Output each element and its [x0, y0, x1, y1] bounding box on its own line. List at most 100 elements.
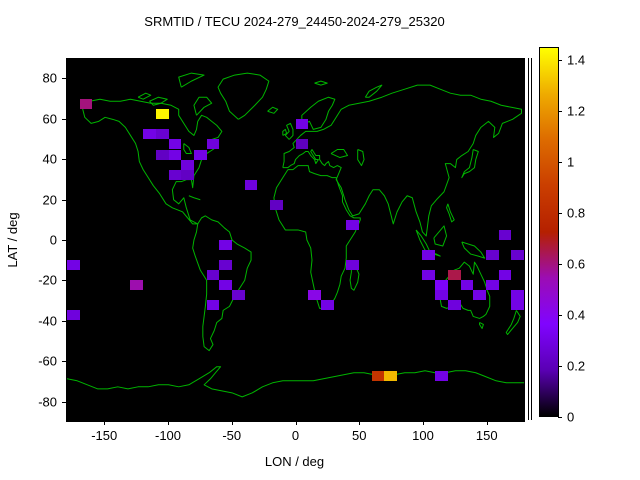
colorbar-tick-mark	[558, 365, 562, 367]
plot-right-separator	[528, 58, 532, 420]
heatmap-cell	[346, 260, 359, 271]
heatmap-cell	[206, 270, 220, 281]
y-tick-label: 80	[42, 70, 57, 86]
heatmap-cell	[295, 139, 309, 150]
heatmap-cell	[435, 290, 448, 301]
y-tick-label: -60	[38, 353, 57, 369]
coastline-black-sea	[331, 150, 348, 158]
x-tick-mark	[486, 421, 488, 425]
heatmap-cell	[295, 119, 309, 130]
heatmap-cell	[155, 149, 169, 160]
heatmap-cell	[511, 290, 524, 301]
heatmap-cell	[460, 280, 474, 291]
colorbar-tick-mark	[558, 417, 562, 418]
coastline-victoria-island	[150, 97, 168, 105]
heatmap-cell	[168, 149, 182, 160]
x-tick-mark	[359, 421, 361, 425]
coastline-borneo	[434, 226, 447, 246]
x-tick-label: -150	[91, 428, 118, 443]
heatmap-cell	[130, 280, 144, 291]
heatmap-cell	[346, 219, 359, 230]
heatmap-cell	[193, 149, 207, 160]
colorbar-tick-label: 0.4	[567, 307, 586, 323]
coastline-japan	[462, 150, 479, 178]
x-tick-mark	[104, 421, 106, 425]
x-tick-label: 50	[352, 428, 367, 443]
colorbar-tick-label: 1.2	[567, 103, 586, 119]
heatmap-cell	[435, 280, 448, 291]
x-axis-label: LON / deg	[264, 454, 325, 469]
x-tick-label: -100	[154, 428, 182, 443]
y-tick-mark	[62, 199, 66, 201]
x-tick-mark	[423, 421, 424, 425]
plot-area	[66, 58, 525, 422]
heatmap-cell	[485, 280, 499, 291]
x-tick-label: 150	[475, 428, 498, 443]
heatmap-cell	[511, 300, 524, 311]
heatmap-cell	[498, 270, 512, 281]
coastline-great-britain	[285, 123, 293, 139]
heatmap-cell	[181, 159, 194, 170]
coastline-south-america	[193, 216, 251, 351]
colorbar-tick-mark	[558, 314, 562, 316]
y-tick-mark	[62, 280, 66, 282]
heatmap-cell	[79, 99, 93, 110]
y-axis-ticks: 80 60 40 20 0 -20 -40 -60 -80	[20, 58, 66, 422]
colorbar-ticks: 0 0.2 0.4 0.6 0.8 1 1.2 1.4	[558, 47, 603, 425]
y-tick-label: -40	[38, 313, 57, 329]
heatmap-cell	[67, 310, 80, 321]
x-tick-label: 100	[412, 428, 434, 443]
x-tick-mark	[295, 421, 297, 425]
x-tick-mark	[231, 421, 233, 425]
x-tick-mark	[168, 421, 169, 425]
heatmap-cell	[447, 270, 461, 281]
y-tick-mark	[62, 159, 66, 161]
coastline-africa	[274, 166, 360, 309]
colorbar-tick-label: 1	[567, 154, 575, 170]
coastline-new-guinea	[462, 242, 485, 258]
heatmap-cell	[447, 300, 461, 311]
chart-title: SRMTID / TECU 2024-279_24450-2024-279_25…	[144, 14, 445, 29]
coastline-ireland	[283, 129, 287, 135]
heatmap-cell	[498, 229, 512, 240]
coastline-north-america	[82, 99, 222, 224]
heatmap-cell	[67, 260, 80, 271]
y-tick-label: 0	[49, 232, 57, 248]
colorbar-tick-label: 0.8	[567, 205, 586, 221]
y-tick-mark	[62, 401, 66, 403]
heatmap-cell	[422, 270, 436, 281]
heatmap-cell	[422, 250, 436, 261]
heatmap-cell	[511, 250, 524, 261]
heatmap-cell	[206, 139, 220, 150]
y-tick-mark	[62, 240, 66, 241]
coastline-great-lakes	[184, 143, 192, 153]
heatmap-cell	[384, 370, 398, 381]
colorbar-tick-label: 1.4	[567, 52, 586, 68]
colorbar-tick-label: 0	[567, 409, 575, 425]
heatmap-cell	[168, 139, 182, 150]
coastline-iceland	[268, 107, 278, 113]
coastline-novaya-zemlya	[365, 85, 382, 97]
y-tick-label: 20	[42, 192, 57, 208]
heatmap-cell	[181, 169, 194, 180]
coastline-scandinavia	[302, 97, 335, 129]
colorbar-tick-mark	[558, 161, 562, 163]
heatmap-cell	[155, 129, 169, 140]
y-tick-mark	[62, 78, 66, 80]
colorbar	[539, 47, 559, 417]
coastline-baffin-island	[194, 97, 212, 115]
heatmap-cell	[244, 179, 258, 190]
x-axis-ticks: -150 -100 -50 0 50 100 150	[66, 420, 525, 444]
colorbar-tick-mark	[558, 263, 562, 265]
y-tick-label: -80	[38, 394, 57, 410]
heatmap-cell	[320, 300, 334, 311]
x-tick-label: 0	[291, 428, 300, 443]
coastline-svalbard	[315, 81, 328, 85]
heatmap-cell	[473, 290, 486, 301]
data-cells	[67, 59, 524, 421]
colorbar-tick-mark	[558, 110, 562, 112]
heatmap-cell	[219, 260, 233, 271]
coastline-philippines	[447, 204, 455, 222]
heatmap-cell	[219, 280, 233, 291]
